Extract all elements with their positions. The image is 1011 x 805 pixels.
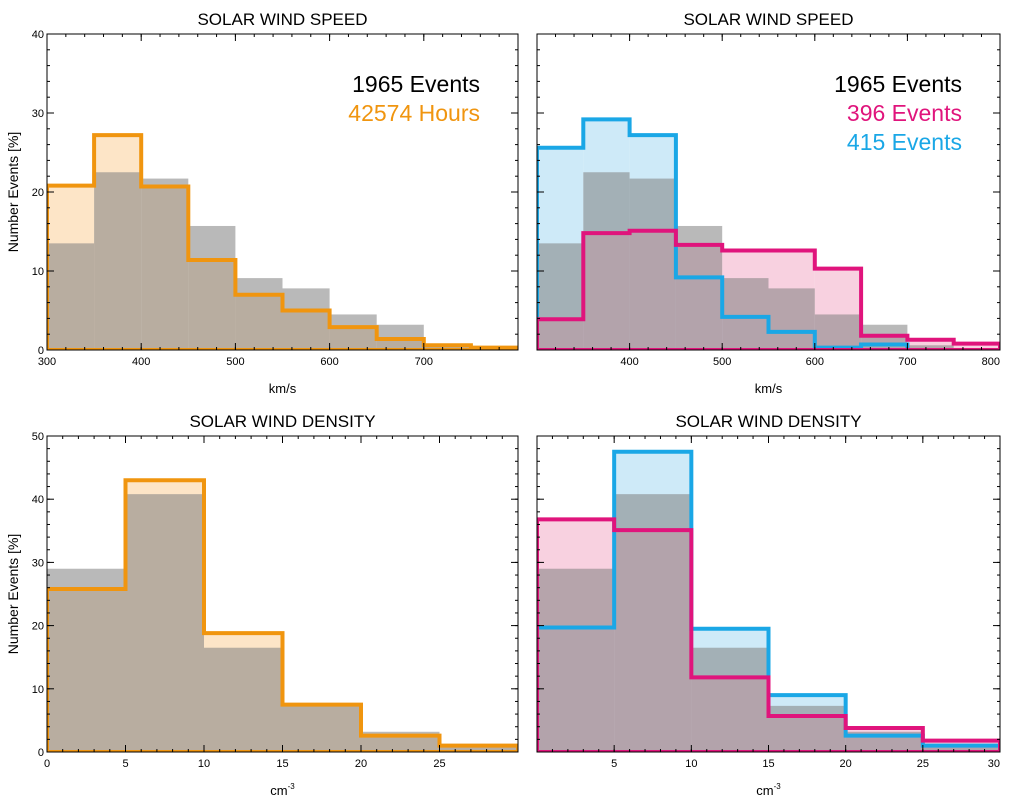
bar-s0-b0 — [47, 568, 126, 752]
bar-s0-b5 — [282, 288, 330, 350]
x-tick-label: 20 — [840, 758, 852, 770]
x-tick-label: 400 — [132, 356, 150, 368]
y-axis-label: Number Events [%] — [5, 534, 21, 655]
bar-s0-b3 — [768, 705, 846, 752]
bar-s0-b1 — [125, 494, 204, 752]
y-tick-label: 20 — [32, 621, 44, 633]
x-tick-label: 400 — [620, 356, 638, 368]
bar-s0-b5 — [439, 743, 518, 752]
bar-s0-b2 — [204, 647, 283, 752]
x-tick-label: 25 — [917, 758, 929, 770]
x-tick-label: 20 — [355, 758, 367, 770]
bar-s0-b1 — [94, 172, 142, 350]
bar-s0-b1 — [614, 494, 692, 752]
series-outline-2 — [537, 228, 1000, 350]
x-tick-label: 15 — [762, 758, 774, 770]
bar-fill-s2-b8 — [907, 339, 954, 350]
y-tick-label: 30 — [32, 108, 44, 120]
bar-s0-b1 — [583, 172, 630, 350]
bar-s0-b8 — [907, 345, 954, 350]
annotation-2: 415 Events — [847, 129, 962, 155]
x-axis-label-sup: -3 — [288, 782, 296, 791]
bar-s0-b4 — [235, 278, 283, 350]
x-tick-label: 0 — [44, 758, 50, 770]
chart-panel-1: 400 500 600 700 800 SOLAR WIND SPEED km/s 1965 … — [536, 10, 1001, 396]
bar-s0-b5 — [768, 288, 815, 350]
plot-area — [537, 449, 1000, 752]
chart-title: SOLAR WIND DENSITY — [189, 412, 375, 431]
bar-s0-b6 — [814, 314, 862, 350]
annotation-1: 42574 Hours — [348, 100, 480, 126]
x-tick-label: 10 — [198, 758, 210, 770]
bar-s0-b2 — [141, 178, 189, 350]
x-axis-label: cm-3 — [270, 782, 295, 798]
chart-title: SOLAR WIND DENSITY — [675, 412, 861, 431]
x-tick-label: 600 — [806, 356, 824, 368]
x-tick-label: 5 — [611, 758, 617, 770]
x-axis-label: cm-3 — [756, 782, 781, 798]
annotation-1: 396 Events — [847, 100, 962, 126]
x-tick-label: 25 — [433, 758, 445, 770]
y-tick-label: 0 — [38, 345, 44, 357]
bar-fill-s2-b9 — [953, 343, 1000, 350]
y-tick-label: 30 — [32, 557, 44, 569]
chart-panel-3: 5 10 15 20 25 30 SOLAR WIND DENSITY cm-3 — [536, 412, 1001, 798]
x-tick-label: 700 — [898, 356, 916, 368]
bar-s0-b3 — [282, 705, 361, 752]
y-tick-label: 0 — [38, 747, 44, 759]
x-tick-label: 15 — [276, 758, 288, 770]
bar-s0-b0 — [537, 243, 584, 350]
annotation-0: 1965 Events — [352, 71, 480, 97]
x-axis-label-sup: -3 — [774, 782, 782, 791]
bar-s0-b6 — [329, 314, 377, 350]
x-axis-label: km/s — [755, 381, 783, 396]
x-tick-label: 500 — [713, 356, 731, 368]
x-tick-label: 300 — [38, 356, 56, 368]
bar-s0-b4 — [722, 278, 769, 350]
y-tick-label: 40 — [32, 494, 44, 506]
bar-s0-b5 — [922, 743, 1000, 752]
x-tick-label: 600 — [320, 356, 338, 368]
y-tick-label: 10 — [32, 684, 44, 696]
series-outline-2 — [537, 517, 1000, 752]
plot-area — [47, 133, 518, 350]
x-tick-label: 700 — [415, 356, 433, 368]
bar-s0-b0 — [537, 568, 615, 752]
y-tick-label: 10 — [32, 266, 44, 278]
y-tick-label: 50 — [32, 431, 44, 443]
bar-s0-b8 — [423, 345, 471, 350]
x-axis-label: km/s — [269, 381, 297, 396]
bar-s0-b0 — [47, 243, 95, 350]
series-outline-1 — [47, 133, 518, 350]
x-tick-label: 500 — [226, 356, 244, 368]
bar-s0-b3 — [188, 225, 236, 350]
chart-panel-0: 0 10 20 30 40 300 400 500 600 700 SOLAR WIND SPEED… — [5, 10, 519, 396]
bar-s0-b2 — [691, 647, 769, 752]
plot-area — [47, 478, 518, 752]
chart-panel-2: 0 10 20 30 40 50 0 5 10 15 20 25 SOLAR WIND DENSITY c… — [5, 412, 519, 798]
chart-title: SOLAR WIND SPEED — [197, 10, 367, 29]
plot-area — [537, 117, 1000, 350]
y-axis-label: Number Events [%] — [5, 132, 21, 253]
chart-title: SOLAR WIND SPEED — [683, 10, 853, 29]
series-outline-1 — [47, 478, 518, 752]
x-tick-label: 800 — [982, 356, 1000, 368]
y-tick-label: 40 — [32, 29, 44, 41]
x-tick-label: 30 — [988, 758, 1000, 770]
x-tick-label: 10 — [685, 758, 697, 770]
bar-s0-b2 — [629, 178, 676, 350]
annotation-0: 1965 Events — [834, 71, 962, 97]
y-tick-label: 20 — [32, 187, 44, 199]
x-tick-label: 5 — [122, 758, 128, 770]
